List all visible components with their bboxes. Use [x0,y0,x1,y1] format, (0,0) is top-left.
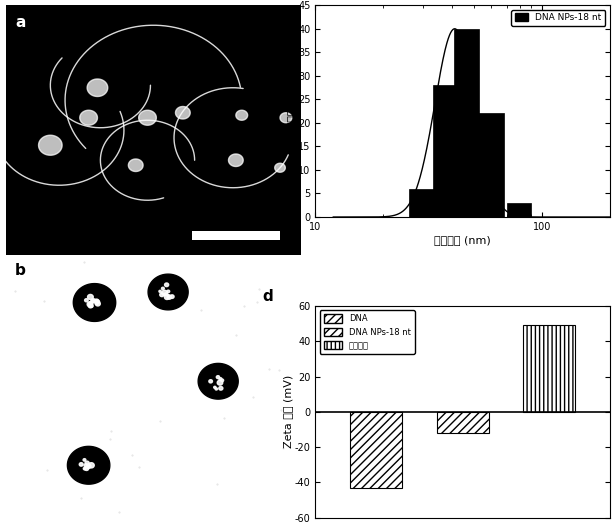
Polygon shape [89,304,92,308]
Polygon shape [89,304,92,307]
Polygon shape [91,300,94,302]
Polygon shape [214,386,216,389]
Polygon shape [148,274,188,310]
Polygon shape [167,294,169,296]
Polygon shape [94,299,99,303]
Y-axis label: Zeta 电位 (mV): Zeta 电位 (mV) [283,375,293,449]
Polygon shape [164,293,167,295]
Polygon shape [95,302,100,306]
Polygon shape [219,386,223,390]
Polygon shape [215,388,217,390]
Polygon shape [236,110,248,120]
Bar [350,412,402,488]
Polygon shape [167,295,172,299]
Polygon shape [216,376,220,379]
Polygon shape [161,287,164,290]
Polygon shape [67,446,110,484]
Polygon shape [229,154,243,166]
Polygon shape [84,467,89,471]
Polygon shape [89,464,91,467]
Polygon shape [83,459,86,461]
Polygon shape [87,302,93,307]
Legend: DNA NPs-18 nt: DNA NPs-18 nt [511,10,606,26]
Polygon shape [79,463,83,466]
Polygon shape [198,363,238,399]
Polygon shape [91,299,95,303]
Polygon shape [39,135,62,155]
Polygon shape [95,301,98,303]
Bar [523,325,575,412]
Polygon shape [164,283,169,287]
Polygon shape [85,461,89,465]
Bar [454,29,479,217]
Polygon shape [84,464,88,467]
Polygon shape [159,290,161,292]
Bar [192,232,280,240]
Polygon shape [280,113,292,123]
Polygon shape [84,299,88,302]
Polygon shape [209,380,213,383]
Text: a: a [15,15,25,30]
Polygon shape [176,107,190,119]
Polygon shape [83,468,86,470]
Polygon shape [275,163,285,172]
Bar [409,189,436,217]
Bar [432,85,459,217]
Legend: DNA, DNA NPs-18 nt, 二硬单体: DNA, DNA NPs-18 nt, 二硬单体 [320,310,415,354]
Polygon shape [221,379,224,382]
X-axis label: 粒径大小 (nm): 粒径大小 (nm) [434,235,491,245]
Polygon shape [88,463,94,468]
Polygon shape [95,300,100,304]
Text: b: b [15,263,26,278]
Polygon shape [86,464,91,469]
Polygon shape [87,79,108,96]
Bar [477,113,504,217]
Y-axis label: 数量分布(%): 数量分布(%) [286,88,297,134]
Polygon shape [91,305,93,307]
Polygon shape [167,290,169,293]
Polygon shape [73,283,116,322]
Polygon shape [219,378,222,380]
Polygon shape [86,466,88,468]
Bar [437,412,488,433]
Polygon shape [164,295,169,300]
Polygon shape [217,380,223,385]
Bar [506,203,532,217]
Polygon shape [170,295,174,299]
Polygon shape [95,302,98,305]
Polygon shape [160,293,164,297]
Text: d: d [262,289,273,304]
Polygon shape [128,159,143,172]
Text: c: c [262,0,272,3]
Polygon shape [88,302,92,306]
Polygon shape [161,290,168,295]
Polygon shape [80,110,97,125]
Polygon shape [87,294,93,300]
Polygon shape [139,110,156,125]
